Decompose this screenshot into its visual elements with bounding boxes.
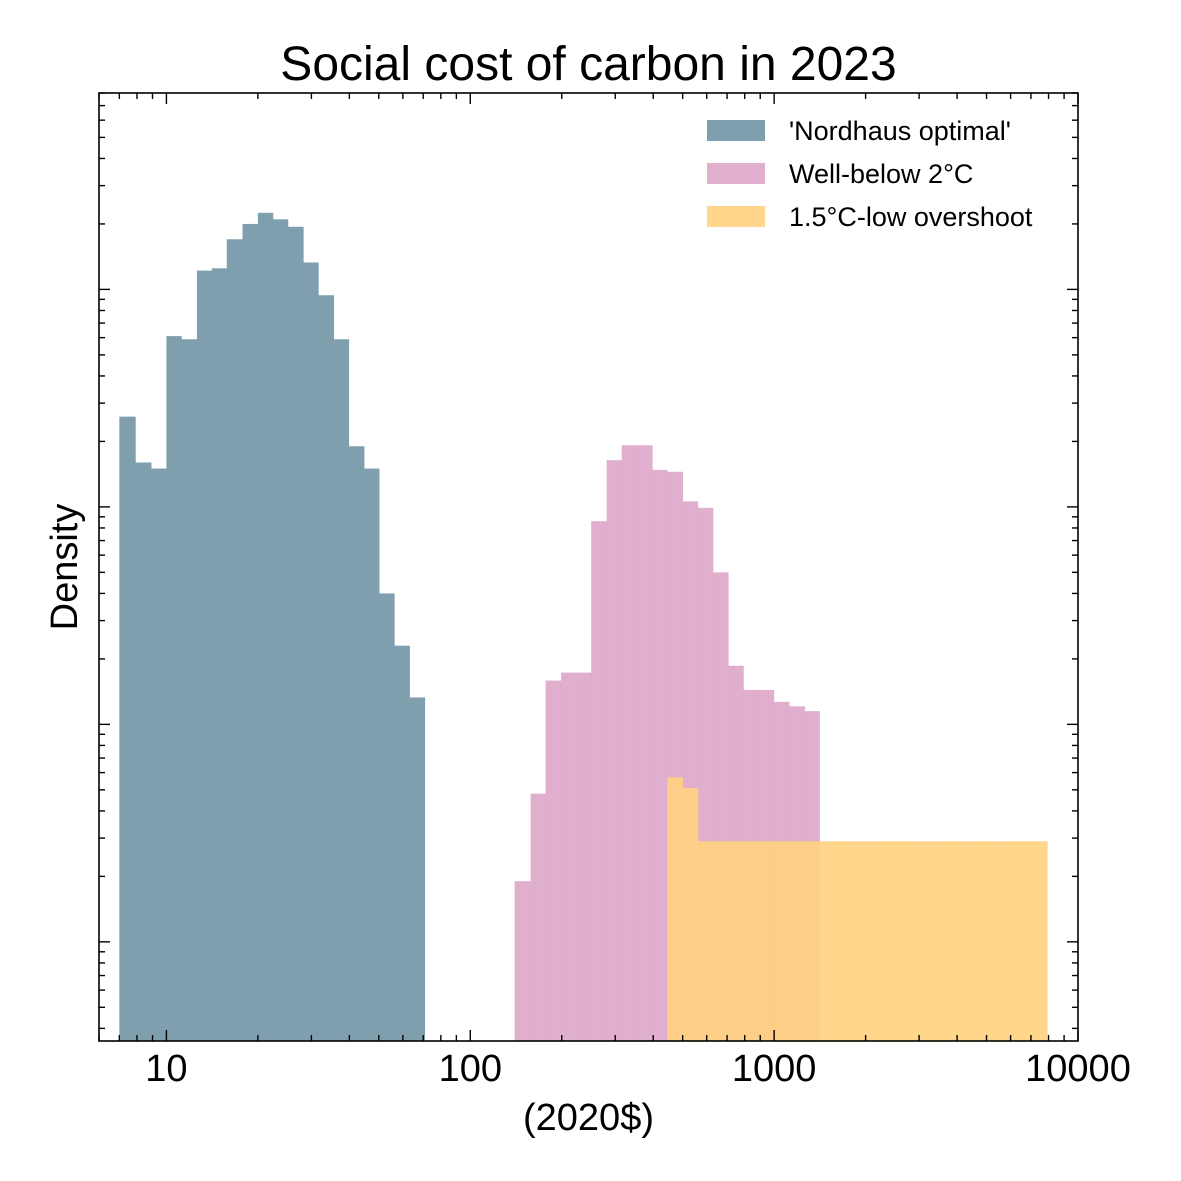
histogram-bar bbox=[364, 468, 380, 1042]
histogram-bar bbox=[834, 841, 850, 1041]
plot-frame bbox=[98, 92, 1079, 1042]
histogram-bar bbox=[773, 841, 790, 1041]
chart-title: Social cost of carbon in 2023 bbox=[280, 38, 896, 91]
histogram-bar bbox=[409, 697, 426, 1041]
histogram-bar bbox=[576, 672, 592, 1041]
histogram-bar bbox=[789, 841, 806, 1041]
histogram-bar bbox=[1032, 841, 1048, 1041]
histogram-bar bbox=[119, 416, 136, 1041]
histogram-bar bbox=[652, 469, 668, 1041]
legend-swatch-1 bbox=[707, 120, 765, 141]
histogram-bar bbox=[621, 445, 638, 1041]
histogram-bar bbox=[819, 841, 835, 1041]
histogram-bar bbox=[682, 787, 699, 1041]
histogram-bar bbox=[318, 295, 335, 1041]
histogram-bar bbox=[379, 593, 395, 1041]
legend: 'Nordhaus optimal' Well-below 2°C 1.5°C-lo… bbox=[707, 116, 1033, 232]
histogram-bar bbox=[925, 841, 942, 1041]
histogram-bar bbox=[849, 841, 866, 1041]
histogram-bar bbox=[1001, 841, 1018, 1041]
histogram-bar bbox=[606, 460, 623, 1041]
histogram-bar bbox=[196, 270, 213, 1041]
ticks-layer bbox=[98, 92, 1079, 1041]
series-3-bars bbox=[667, 777, 1048, 1041]
histogram-bar bbox=[1016, 841, 1033, 1041]
histogram-bar bbox=[166, 336, 182, 1042]
histogram-bar bbox=[712, 841, 729, 1041]
histogram-bar bbox=[257, 212, 274, 1041]
histogram-bar bbox=[242, 223, 259, 1041]
histogram-bar bbox=[956, 841, 972, 1041]
histogram-bar bbox=[303, 262, 319, 1042]
legend-label-3: 1.5°C-low overshoot bbox=[789, 202, 1033, 232]
legend-swatch-2 bbox=[707, 163, 765, 184]
tick-labels-layer: 10 100 1000 10000 bbox=[145, 1048, 1131, 1090]
legend-swatch-3 bbox=[707, 206, 765, 227]
histogram-bar bbox=[986, 841, 1003, 1041]
histogram-bar bbox=[940, 841, 957, 1041]
histogram-bar bbox=[879, 841, 896, 1041]
histogram-bar bbox=[910, 841, 926, 1041]
histogram-bar bbox=[530, 793, 547, 1041]
histogram-bar bbox=[287, 226, 304, 1041]
histogram-bar bbox=[591, 521, 608, 1041]
histogram-bar bbox=[728, 841, 744, 1041]
histogram-bar bbox=[667, 777, 684, 1041]
histogram-bar bbox=[545, 680, 562, 1041]
y-axis-label: Density bbox=[44, 504, 86, 631]
histogram-bar bbox=[211, 268, 228, 1042]
histogram-bar bbox=[895, 841, 911, 1041]
x-tick-label: 10000 bbox=[1025, 1048, 1131, 1090]
histogram-bar bbox=[637, 445, 653, 1041]
histogram-bar bbox=[394, 645, 410, 1041]
legend-label-1: 'Nordhaus optimal' bbox=[789, 116, 1011, 146]
histogram-bar bbox=[226, 239, 243, 1042]
histogram-bar bbox=[181, 339, 198, 1041]
x-tick-label: 100 bbox=[439, 1048, 502, 1090]
histogram-bar bbox=[804, 841, 820, 1041]
bars-layer bbox=[119, 212, 1048, 1042]
x-tick-label: 1000 bbox=[732, 1048, 817, 1090]
histogram-bar bbox=[151, 468, 167, 1042]
histogram-bar bbox=[514, 881, 532, 1041]
histogram-bar bbox=[758, 841, 775, 1041]
histogram-bar bbox=[135, 462, 152, 1041]
histogram-bar bbox=[697, 841, 714, 1041]
histogram-bar bbox=[272, 219, 289, 1041]
legend-label-2: Well-below 2°C bbox=[789, 159, 973, 189]
histogram-bar bbox=[333, 339, 350, 1041]
x-tick-label: 10 bbox=[145, 1048, 187, 1090]
histogram-bar bbox=[864, 841, 881, 1041]
series-1-bars bbox=[119, 212, 426, 1042]
histogram-bar bbox=[971, 841, 987, 1041]
histogram-bar bbox=[743, 841, 759, 1041]
histogram-bar bbox=[348, 446, 365, 1041]
histogram-bar bbox=[561, 672, 577, 1041]
x-axis-label: (2020$) bbox=[523, 1097, 654, 1139]
